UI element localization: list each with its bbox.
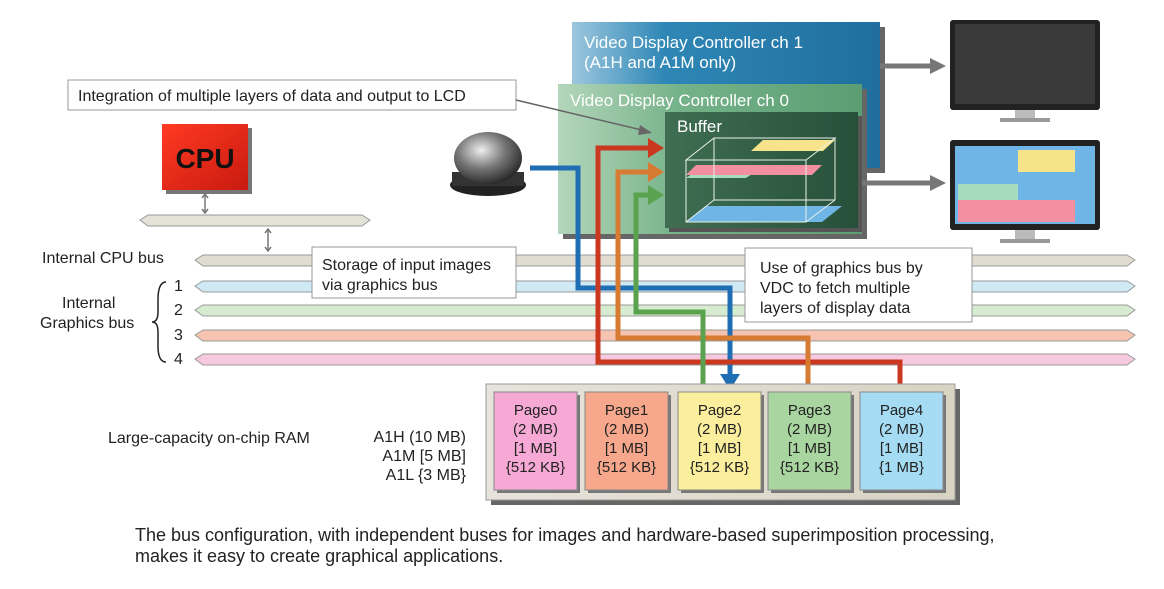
bus-number-4: 4 [174, 351, 183, 368]
cpu-link-arrow [201, 192, 209, 215]
cpu-label: CPU [175, 143, 234, 174]
page-4-block [859, 391, 944, 491]
page-3-a1h: (2 MB) [787, 421, 832, 438]
arrow-head [648, 138, 664, 158]
camera-icon [450, 132, 526, 196]
layer-stack-icon [684, 137, 842, 223]
vdc-bus-callout [744, 247, 973, 323]
page-4-name: Page4 [880, 402, 923, 419]
bus-link-arrow [264, 227, 272, 253]
graphics-bus-label-1: Internal [62, 295, 115, 312]
page-2-block [677, 391, 762, 491]
page-1-a1m: [1 MB] [605, 440, 648, 457]
page-4-a1h: (2 MB) [879, 421, 924, 438]
page-1-a1l: {512 KB} [597, 459, 656, 476]
arrow-head [648, 185, 664, 205]
page-1-block [584, 391, 669, 491]
arrow-head [648, 162, 664, 182]
graphics-bus-label-2: Graphics bus [40, 315, 134, 332]
page-4-a1l: {1 MB} [879, 459, 924, 476]
caption-line-1: The bus configuration, with independent … [135, 525, 995, 545]
bus-number-3: 3 [174, 327, 183, 344]
page-2-name: Page2 [698, 402, 741, 419]
vdc1-title: Video Display Controller ch 1 [584, 33, 803, 52]
storage-text-1: Storage of input images [322, 257, 491, 274]
vdc0-title: Video Display Controller ch 0 [570, 91, 789, 110]
page-2-a1h: (2 MB) [697, 421, 742, 438]
output-arrow-ch0 [862, 175, 946, 191]
vdc-bus-text-3: layers of display data [760, 300, 910, 317]
page2-fetch-path [633, 192, 706, 386]
storage-text-2: via graphics bus [322, 277, 438, 294]
ram-label: Large-capacity on-chip RAM [108, 430, 310, 447]
bus-number-2: 2 [174, 302, 183, 319]
page-1-name: Page1 [605, 402, 648, 419]
integration-callout [67, 79, 517, 111]
page-3-a1l: {512 KB} [780, 459, 839, 476]
page-0-block [493, 391, 578, 491]
callout-pointer [515, 99, 652, 135]
page-3-name: Page3 [788, 402, 831, 419]
page-0-name: Page0 [514, 402, 557, 419]
cpu-bus-label: Internal CPU bus [42, 250, 164, 267]
camera-input-path [530, 165, 733, 376]
ram-variant-a1h: A1H (10 MB) [374, 429, 466, 446]
page-0-a1l: {512 KB} [506, 459, 565, 476]
page-0-a1h: (2 MB) [513, 421, 558, 438]
cpu-local-bus [139, 214, 371, 227]
caption-line-2: makes it easy to create graphical applic… [135, 546, 503, 566]
vdc1-subtitle: (A1H and A1M only) [584, 53, 736, 72]
monitor-icon [950, 20, 1100, 122]
output-arrow-ch1 [880, 58, 946, 74]
page-4-a1m: [1 MB] [880, 440, 923, 457]
page4-fetch-path [595, 145, 903, 386]
bus-number-1: 1 [174, 278, 183, 295]
page-2-a1m: [1 MB] [698, 440, 741, 457]
page-1-a1h: (2 MB) [604, 421, 649, 438]
ram-variant-a1m: A1M [5 MB] [382, 448, 466, 465]
integration-text: Integration of multiple layers of data a… [78, 88, 466, 105]
storage-callout [311, 246, 517, 299]
vdc-bus-text-2: VDC to fetch multiple [760, 280, 910, 297]
bus-brace [151, 281, 167, 363]
monitor-icon [950, 140, 1100, 243]
vdc-bus-text-1: Use of graphics bus by [760, 260, 923, 277]
page-2-a1l: {512 KB} [690, 459, 749, 476]
page3-fetch-path [615, 169, 811, 386]
arrow-head [720, 374, 740, 390]
page-3-block [767, 391, 852, 491]
cpu-block [162, 124, 248, 190]
page-3-a1m: [1 MB] [788, 440, 831, 457]
buffer-title: Buffer [677, 117, 722, 136]
page-0-a1m: [1 MB] [514, 440, 557, 457]
ram-variant-a1l: A1L {3 MB} [386, 467, 467, 484]
